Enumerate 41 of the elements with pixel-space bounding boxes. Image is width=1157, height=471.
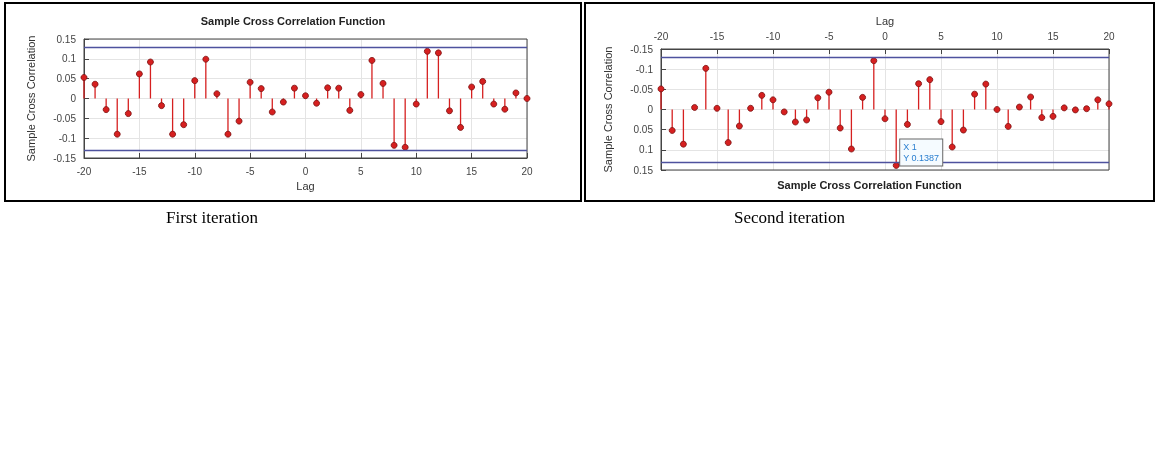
x-tick-label: -20 — [76, 165, 92, 177]
y-tick-label: 0 — [70, 93, 77, 104]
chart-title: Sample Cross Correlation Function — [200, 14, 386, 27]
x-tick-label: -20 — [653, 30, 669, 42]
y-axis-title: Sample Cross Correlation — [601, 46, 614, 173]
y-tick-label: -0.05 — [53, 112, 77, 124]
y-tick-label: 0.1 — [639, 144, 654, 156]
y-tick-label: -0.1 — [58, 132, 77, 144]
x-tick-label: 5 — [358, 165, 365, 177]
y-tick-label: 0.05 — [56, 73, 77, 85]
text: Second iteration — [733, 208, 847, 228]
y-tick-label: 0 — [647, 104, 654, 115]
annotation: X 1 Y 0.1387 — [903, 141, 940, 163]
y-tick-label: 0.15 — [56, 33, 77, 45]
x-tick-label: -5 — [824, 30, 834, 42]
x-tick-label: 10 — [991, 30, 1003, 42]
x-tick-label: 5 — [938, 30, 945, 42]
y-tick-label: -0.15 — [630, 43, 654, 55]
y-axis-title: Sample Cross Correlation — [24, 35, 37, 162]
x-axis-title: Lag — [875, 14, 895, 27]
x-tick-label: -15 — [132, 165, 148, 177]
x-tick-label: 15 — [1047, 30, 1059, 42]
x-tick-label: -10 — [187, 165, 203, 177]
x-tick-label: -5 — [245, 165, 255, 177]
x-tick-label: 20 — [521, 165, 533, 177]
y-tick-label: 0.15 — [633, 164, 654, 176]
text: Sample Cross Correlation Function — [777, 178, 963, 191]
x-tick-label: 0 — [302, 165, 309, 177]
y-tick-label: -0.15 — [53, 152, 77, 164]
text: First iteration — [165, 208, 260, 228]
x-tick-label: 0 — [882, 30, 889, 42]
x-tick-label: 20 — [1103, 30, 1115, 42]
y-tick-label: 0.05 — [633, 124, 654, 136]
x-tick-label: -15 — [709, 30, 725, 42]
x-axis-title: Lag — [296, 180, 315, 193]
x-tick-label: 15 — [466, 165, 478, 177]
x-tick-label: -10 — [765, 30, 781, 42]
y-tick-label: -0.1 — [635, 63, 654, 75]
y-tick-label: -0.05 — [630, 83, 654, 95]
y-tick-label: 0.1 — [62, 53, 77, 65]
x-tick-label: 10 — [410, 165, 423, 177]
